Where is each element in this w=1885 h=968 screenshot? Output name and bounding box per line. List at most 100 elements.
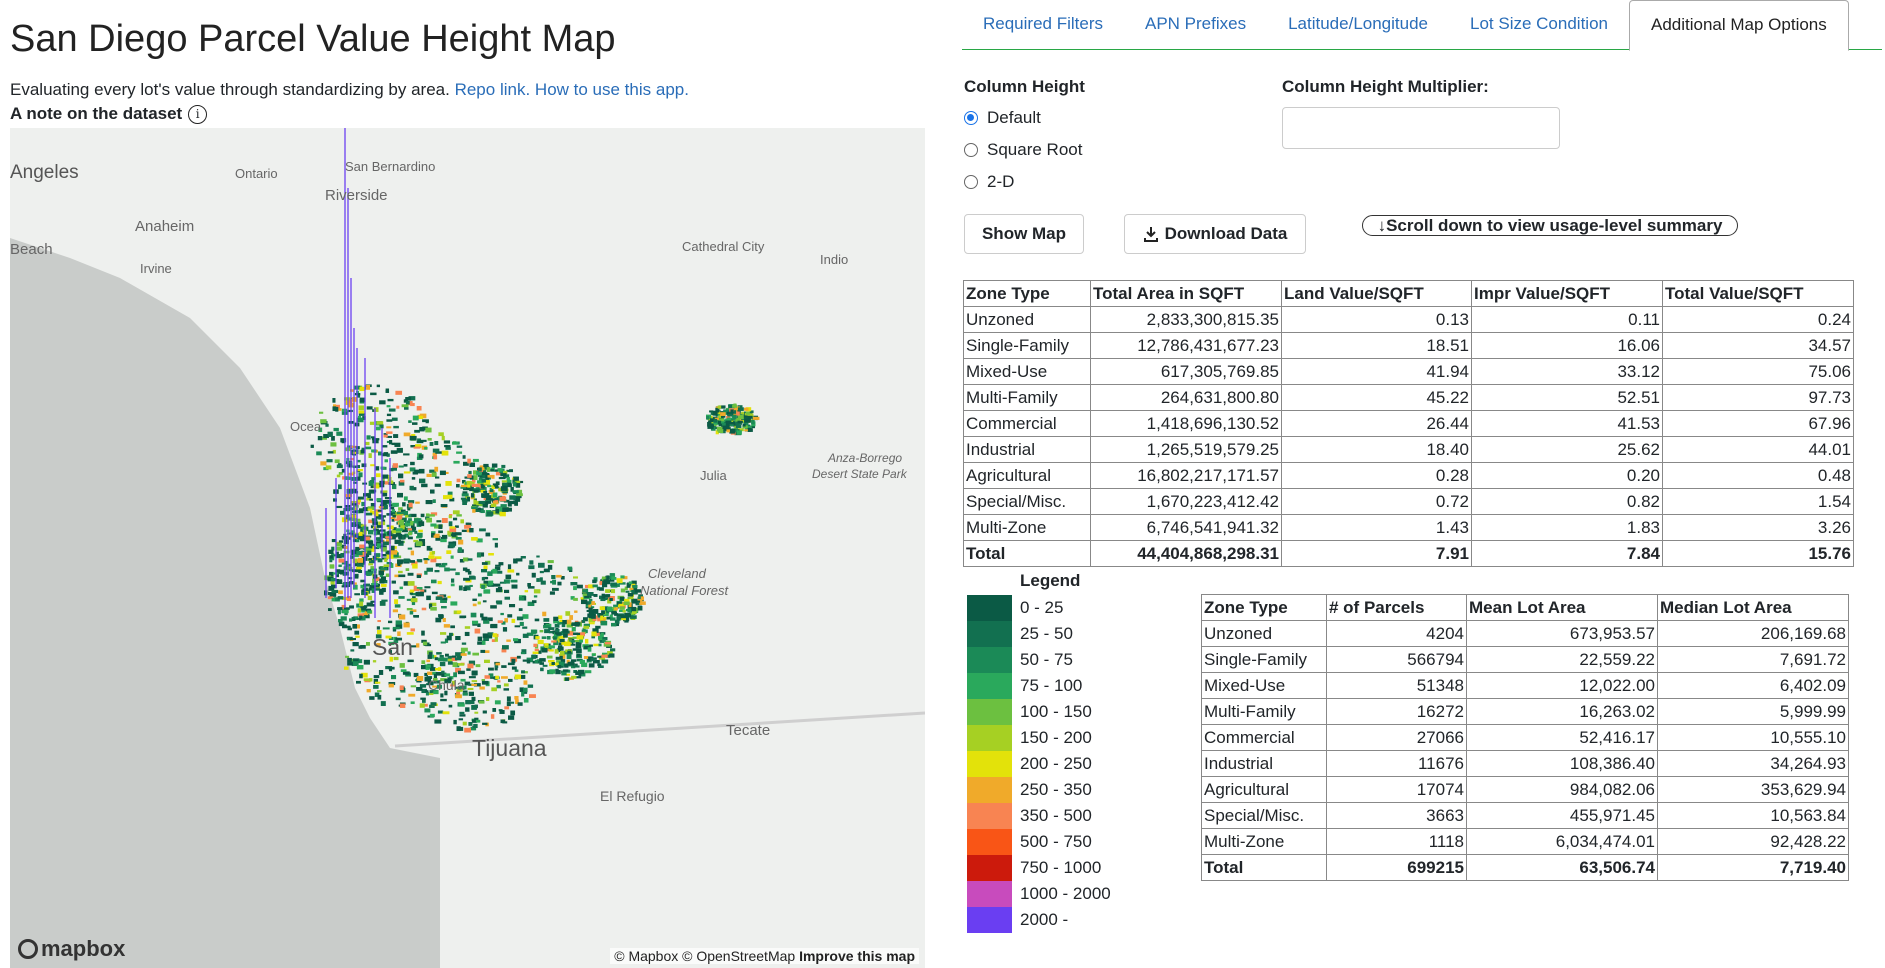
parcel-mark xyxy=(370,525,375,529)
parcel-mark xyxy=(504,596,510,600)
parcel-mark xyxy=(466,529,471,533)
parcel-mark xyxy=(435,596,443,600)
parcel-mark xyxy=(359,544,365,549)
parcel-mark xyxy=(602,580,606,585)
download-data-button[interactable]: Download Data xyxy=(1124,214,1306,254)
parcel-mark xyxy=(555,656,560,660)
subtitle-text: Evaluating every lot's value through sta… xyxy=(10,80,450,99)
parcel-mark xyxy=(364,548,372,552)
parcel-mark xyxy=(611,611,617,615)
parcel-mark xyxy=(484,675,490,679)
radio-default[interactable]: Default xyxy=(964,108,1041,128)
tab-lot-size-condition[interactable]: Lot Size Condition xyxy=(1470,14,1608,33)
parcel-mark xyxy=(583,656,589,659)
parcel-mark xyxy=(381,519,386,523)
parcel-mark xyxy=(732,404,737,408)
parcel-mark xyxy=(403,622,410,628)
parcel-mark xyxy=(360,524,367,528)
map-canvas[interactable]: Angeles Ontario San Bernardino Riverside Ana… xyxy=(10,128,925,968)
radio-2d-button[interactable] xyxy=(964,175,978,189)
parcel-mark xyxy=(415,541,423,547)
parcel-mark xyxy=(338,621,345,627)
parcel-mark xyxy=(359,598,364,603)
multiplier-input[interactable] xyxy=(1282,107,1560,149)
parcel-mark xyxy=(588,607,593,612)
parcel-mark xyxy=(471,506,478,510)
repo-link[interactable]: Repo link. xyxy=(454,80,531,99)
parcel-mark xyxy=(458,585,463,591)
parcel-mark xyxy=(373,484,380,489)
parcel-mark xyxy=(428,692,434,696)
parcel-clusters xyxy=(310,384,760,733)
parcel-mark xyxy=(452,510,460,515)
radio-square-root-button[interactable] xyxy=(964,143,978,157)
table-cell: 44,404,868,298.31 xyxy=(1090,540,1282,567)
parcel-mark xyxy=(510,701,515,704)
parcel-mark xyxy=(460,647,468,652)
parcel-mark xyxy=(401,527,408,533)
parcel-mark xyxy=(539,662,545,665)
parcel-mark xyxy=(532,651,540,655)
parcel-mark xyxy=(451,680,456,685)
parcel-mark xyxy=(632,585,638,589)
tab-latitude-longitude[interactable]: Latitude/Longitude xyxy=(1288,14,1428,33)
parcel-mark xyxy=(408,514,412,518)
mapbox-logo-icon xyxy=(18,939,38,959)
legend-label: 75 - 100 xyxy=(1020,676,1083,695)
parcel-mark xyxy=(332,406,337,412)
show-map-button[interactable]: Show Map xyxy=(964,214,1084,254)
dataset-note[interactable]: A note on the dataset i xyxy=(10,104,208,124)
parcel-mark xyxy=(459,685,467,690)
parcel-mark xyxy=(522,626,528,629)
parcel-mark xyxy=(514,497,521,502)
parcel-mark xyxy=(375,577,380,582)
how-to-link[interactable]: How to use this app. xyxy=(534,80,689,99)
parcel-mark xyxy=(455,537,462,540)
parcel-mark xyxy=(451,535,458,539)
parcel-mark xyxy=(415,444,422,448)
scroll-hint[interactable]: ↓Scroll down to view usage-level summary xyxy=(1362,215,1738,236)
legend-label: 150 - 200 xyxy=(1020,728,1092,747)
parcel-mark xyxy=(390,563,394,568)
parcel-mark xyxy=(384,497,392,500)
table-cell: Mixed-Use xyxy=(1201,672,1327,699)
radio-square-root[interactable]: Square Root xyxy=(964,140,1082,160)
parcel-mark xyxy=(625,590,630,593)
parcel-mark xyxy=(490,605,497,609)
radio-default-button[interactable] xyxy=(964,111,978,125)
border-line xyxy=(394,711,925,748)
parcel-mark xyxy=(461,493,469,497)
parcel-mark xyxy=(615,621,620,627)
table-cell: 0.11 xyxy=(1471,306,1663,333)
tab-required-filters[interactable]: Required Filters xyxy=(983,14,1103,33)
parcel-mark xyxy=(430,512,438,516)
parcel-mark xyxy=(729,429,736,434)
table-cell: 1.83 xyxy=(1471,514,1663,541)
table-cell: Commercial xyxy=(1201,724,1327,751)
value-table-header-cell: Zone Type xyxy=(963,280,1091,307)
parcel-mark xyxy=(628,602,632,608)
parcel-mark xyxy=(435,476,440,479)
parcel-mark xyxy=(392,626,400,630)
mapbox-logo[interactable]: mapbox xyxy=(18,936,125,962)
parcel-mark xyxy=(611,577,617,580)
parcel-mark xyxy=(388,636,394,641)
info-icon[interactable]: i xyxy=(188,104,208,124)
parcel-mark xyxy=(375,514,383,519)
tab-additional-map-options[interactable]: Additional Map Options xyxy=(1628,0,1849,51)
parcel-mark xyxy=(527,684,534,688)
parcel-mark xyxy=(435,617,442,623)
improve-map-link[interactable]: Improve this map xyxy=(799,948,915,964)
parcel-mark xyxy=(455,686,462,689)
parcel-mark xyxy=(454,532,462,536)
parcel-mark xyxy=(427,654,432,659)
tab-apn-prefixes[interactable]: APN Prefixes xyxy=(1145,14,1247,33)
parcel-mark xyxy=(456,610,462,614)
parcel-mark xyxy=(345,494,353,498)
parcel-mark xyxy=(451,533,455,537)
parcel-mark xyxy=(429,514,435,517)
parcel-mark xyxy=(396,532,401,537)
parcel-mark xyxy=(553,637,557,640)
parcel-mark xyxy=(373,546,380,550)
radio-2d[interactable]: 2-D xyxy=(964,172,1014,192)
